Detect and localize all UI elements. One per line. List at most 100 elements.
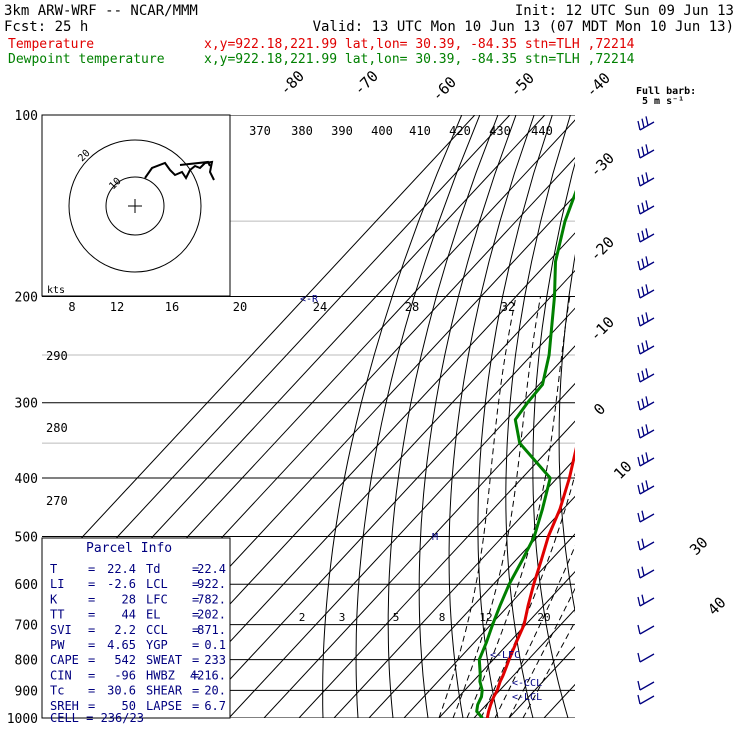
isotherm-label: -20 (586, 233, 618, 265)
wind-speed-label: 28 (405, 300, 419, 314)
isotherm-label: -70 (350, 67, 382, 99)
hodograph-trace (144, 160, 215, 181)
pressure-label: 700 (15, 619, 38, 634)
wind-barb (639, 457, 655, 467)
parcel-param-value: 782. (197, 592, 226, 606)
parcel-param-label: CIN (50, 668, 72, 682)
wind-barb (639, 569, 655, 579)
isotherm (263, 382, 575, 718)
pressure-label: 300 (15, 397, 38, 412)
hodograph: 20 10 kts (41, 114, 231, 297)
wind-barb-flag (637, 484, 641, 495)
parcel-info-title: Parcel Info (86, 541, 172, 556)
wind-barb-flag (637, 120, 641, 131)
wind-barb-flag (645, 480, 649, 490)
wind-barb-flag (637, 540, 641, 551)
valid-time: Valid: 13 UTC Mon 10 Jun 13 (07 MDT Mon … (313, 19, 734, 35)
dry-adiabat (609, 115, 673, 718)
wind-barb-flag (641, 230, 645, 240)
parcel-param-label: TT (50, 608, 64, 622)
dry-adiabat (355, 115, 481, 718)
model-title: 3km ARW-WRF -- NCAR/MMM (4, 3, 198, 19)
wind-barb-flag (637, 372, 641, 383)
pressure-label: 1000 (7, 712, 38, 727)
parcel-param-eq: = (192, 562, 199, 576)
parcel-param-label: LFC (146, 592, 168, 606)
wind-barb-flag (641, 510, 645, 520)
isotherm (508, 646, 575, 718)
wind-barb-flag (645, 368, 649, 378)
parcel-param-label: T (50, 562, 57, 576)
parcel-param-eq: = (88, 653, 95, 667)
parcel-param-eq: = (88, 668, 95, 682)
wind-barb (639, 513, 655, 523)
wind-barb (639, 121, 655, 131)
theta-label: 430 (489, 124, 511, 138)
pressure-label: 900 (15, 684, 38, 699)
moist-adiabat (480, 472, 575, 718)
wind-barb-flag (637, 288, 641, 299)
pressure-label: 800 (15, 654, 38, 669)
parcel-param-eq: = (192, 577, 199, 591)
parcel-param-value: 30.6 (107, 684, 136, 698)
wind-barb-flag (645, 284, 649, 294)
dry-adiabat (558, 253, 575, 614)
wind-barb-flag (637, 568, 641, 579)
wind-barb-flag (641, 118, 645, 128)
parcel-param-eq: = (88, 699, 95, 713)
dry-adiabat (679, 115, 740, 718)
wind-barb-flag (637, 456, 641, 467)
theta-label: 410 (409, 124, 431, 138)
dry-adiabat (418, 115, 517, 718)
parcel-param-value: 4216. (190, 668, 226, 682)
wind-speed-label: 24 (313, 300, 327, 314)
mixing-ratio-label: 5 (393, 611, 400, 624)
parcel-param-label: LCL (146, 577, 168, 591)
parcel-param-eq: = (88, 608, 95, 622)
theta-label: 380 (291, 124, 313, 138)
wind-barb-flag (641, 538, 645, 548)
wind-barb (639, 233, 655, 243)
pressure-label: 600 (15, 578, 38, 593)
dry-adiabat (701, 115, 740, 718)
wind-barb (639, 149, 655, 159)
wind-barb-flag (645, 256, 649, 266)
parcel-param-value: 22.4 (107, 562, 136, 576)
wind-barb-flag (637, 232, 641, 243)
wind-barb-flag (645, 228, 649, 238)
wind-barb-flag (641, 202, 645, 212)
hodo-motion-marker: <-R (300, 294, 319, 305)
wind-barb-flag (637, 316, 641, 327)
parcel-param-eq: = (192, 638, 199, 652)
legend-temperature-label: Temperature (8, 37, 94, 52)
theta-label-left: 270 (46, 494, 68, 508)
lfc-marker: <-LFC (490, 650, 520, 661)
ccl-marker: <-CCL (512, 678, 542, 689)
parcel-param-value: -2.6 (107, 577, 136, 591)
wind-barb (639, 289, 655, 299)
moist-adiabat (494, 545, 575, 718)
barb-legend-value: 5 m s⁻¹ (642, 96, 684, 107)
parcel-param-label: HWBZ (146, 668, 175, 682)
wind-barb-flag (641, 566, 645, 576)
theta-label-left: 280 (46, 421, 68, 435)
isotherm-label: -60 (428, 73, 460, 105)
isotherm (438, 571, 575, 718)
wind-barb-flag (637, 680, 641, 691)
dry-adiabat (448, 115, 535, 718)
wind-barb-flag (637, 624, 641, 635)
theta-label: 400 (371, 124, 393, 138)
wind-barb-flag (645, 396, 649, 406)
wind-barb-flag (637, 652, 641, 663)
parcel-param-eq: = (192, 592, 199, 606)
parcel-param-eq: = (88, 684, 95, 698)
parcel-param-value: 4.65 (107, 638, 136, 652)
parcel-param-value: 50 (122, 699, 136, 713)
parcel-param-value: 22.4 (197, 562, 226, 576)
parcel-param-label: EL (146, 608, 160, 622)
wind-barb-flag (637, 260, 641, 271)
theta-label-left: 290 (46, 349, 68, 363)
parcel-param-value: 44 (122, 608, 136, 622)
profiles (475, 189, 575, 718)
wind-barb-flag (637, 148, 641, 159)
